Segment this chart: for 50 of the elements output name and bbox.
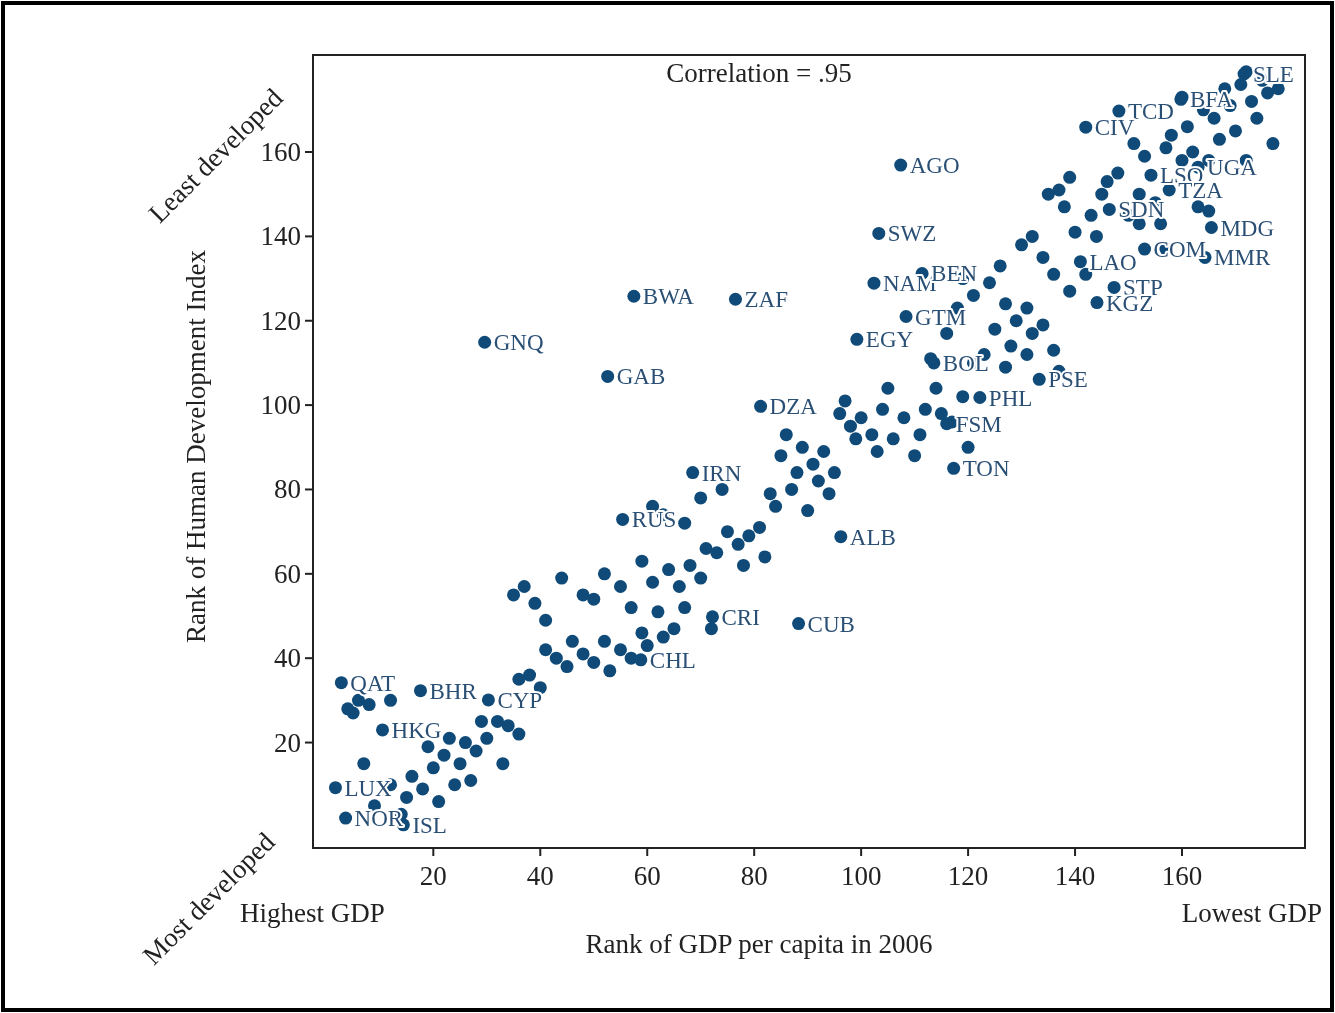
x-axis-title: Rank of GDP per capita in 2006	[585, 929, 933, 959]
text: Lowest GDP	[1181, 898, 1322, 928]
data-label: BFA	[1189, 87, 1234, 113]
x-tick-label: 120	[947, 861, 989, 891]
data-label: MMR	[1214, 245, 1271, 271]
x-tick-label: 80	[740, 861, 768, 891]
x-tick-label: 20	[419, 861, 447, 891]
data-label: EGY	[865, 327, 914, 353]
annotation: Correlation = .95	[666, 58, 852, 88]
data-label: GAB	[616, 364, 666, 390]
data-label: IRN	[701, 460, 742, 486]
y-tick-label: 60	[274, 558, 301, 589]
data-label: DZA	[769, 394, 818, 420]
data-label: GTM	[915, 304, 967, 330]
data-label: CYP	[497, 687, 543, 713]
y-tick-label: 80	[274, 474, 301, 505]
data-label: FSM	[955, 411, 1002, 437]
data-label: CHL	[649, 647, 696, 673]
data-label: SLE	[1253, 61, 1294, 87]
data-label: LAO	[1089, 249, 1137, 275]
data-label: ZAF	[744, 287, 788, 313]
data-label: LUX	[344, 775, 393, 801]
data-label: UGA	[1207, 155, 1258, 181]
x-tick-label: 160	[1161, 861, 1203, 891]
data-label: TON	[962, 456, 1010, 482]
data-label: SWZ	[887, 221, 937, 247]
data-label: GNQ	[493, 330, 544, 356]
data-label: BWA	[642, 284, 695, 310]
x-tick-label: 100	[840, 861, 882, 891]
data-label: PSE	[1048, 367, 1088, 393]
data-label: CUB	[807, 611, 855, 637]
data-label: HKG	[391, 717, 442, 743]
y-axis-title: Rank of Human Development Index	[181, 249, 211, 643]
data-label: ALB	[849, 524, 896, 550]
y-tick-label: 100	[260, 390, 301, 421]
data-label: BHR	[429, 678, 478, 704]
data-label: MDG	[1220, 215, 1275, 241]
x-tick-label: 60	[633, 861, 661, 891]
x-tick-label: 140	[1054, 861, 1096, 891]
y-tick-label: 140	[260, 221, 301, 252]
y-tick-label: 20	[274, 727, 301, 758]
data-label: AGO	[909, 153, 960, 179]
x-tick-label: 40	[526, 861, 554, 891]
data-label: RUS	[631, 507, 677, 533]
y-tick-label: 120	[260, 305, 301, 336]
data-label: PHL	[988, 385, 1033, 411]
data-label: ISL	[412, 812, 447, 838]
y-tick-label: 40	[274, 643, 301, 674]
data-label: QAT	[350, 670, 396, 696]
data-label: CRI	[721, 604, 760, 630]
